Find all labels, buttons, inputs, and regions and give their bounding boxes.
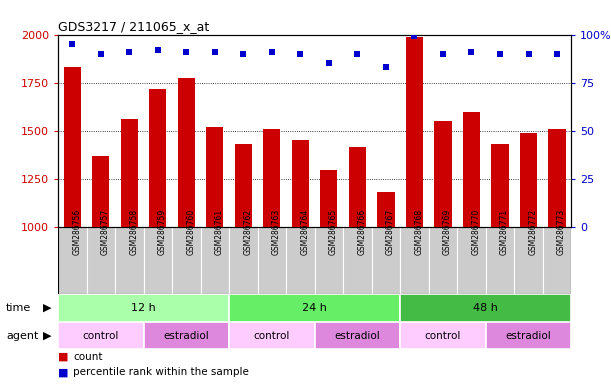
Text: GSM286763: GSM286763 [272,209,281,255]
Text: GSM286764: GSM286764 [301,209,309,255]
Text: control: control [82,331,119,341]
Bar [320,170,337,227]
Text: GSM286766: GSM286766 [357,209,367,255]
Text: GDS3217 / 211065_x_at: GDS3217 / 211065_x_at [58,20,210,33]
Bar [92,156,109,227]
Text: GSM286756: GSM286756 [72,209,81,255]
Text: percentile rank within the sample: percentile rank within the sample [73,367,249,377]
Text: GSM286771: GSM286771 [500,209,509,255]
Bar [406,38,423,227]
Bar [315,322,400,349]
Bar [115,227,144,294]
Text: 24 h: 24 h [302,303,327,313]
Text: agent: agent [6,331,38,341]
Bar [457,227,486,294]
Text: time: time [6,303,31,313]
Bar [486,227,514,294]
Point [381,64,391,70]
Bar [371,227,400,294]
Bar [229,294,400,322]
Text: 12 h: 12 h [131,303,156,313]
Bar [229,227,258,294]
Point [324,60,334,66]
Bar [349,147,366,227]
Point [296,51,306,57]
Bar [149,89,166,227]
Bar [315,227,343,294]
Bar [378,192,395,227]
Point [238,51,248,57]
Text: GSM286770: GSM286770 [472,209,480,255]
Bar [178,78,195,227]
Text: GSM286765: GSM286765 [329,209,338,255]
Bar [58,322,144,349]
Point [67,41,77,47]
Bar [543,227,571,294]
Bar [144,227,172,294]
Text: control: control [254,331,290,341]
Bar [491,144,508,227]
Point [495,51,505,57]
Text: ■: ■ [58,352,68,362]
Bar [207,127,224,227]
Point [96,51,106,57]
Text: GSM286769: GSM286769 [443,209,452,255]
Text: GSM286772: GSM286772 [529,209,538,255]
Point [467,49,477,55]
Bar [292,141,309,227]
Point [267,49,277,55]
Point [353,51,362,57]
Point [153,47,163,53]
Bar [87,227,115,294]
Text: ■: ■ [58,367,68,377]
Text: GSM286768: GSM286768 [414,209,423,255]
Point [552,51,562,57]
Bar [343,227,371,294]
Point [210,49,220,55]
Point [438,51,448,57]
Text: GSM286767: GSM286767 [386,209,395,255]
Text: estradiol: estradiol [164,331,209,341]
Bar [486,322,571,349]
Text: GSM286759: GSM286759 [158,209,167,255]
Bar [286,227,315,294]
Bar [400,294,571,322]
Bar [64,67,81,227]
Bar [400,322,486,349]
Bar [58,227,87,294]
Text: estradiol: estradiol [335,331,380,341]
Bar [514,227,543,294]
Text: ▶: ▶ [43,331,51,341]
Point [125,49,134,55]
Text: GSM286757: GSM286757 [101,209,110,255]
Bar [229,322,315,349]
Point [181,49,191,55]
Bar [200,227,229,294]
Bar [144,322,229,349]
Text: count: count [73,352,103,362]
Point [409,33,419,40]
Bar [400,227,429,294]
Text: GSM286758: GSM286758 [130,209,138,255]
Text: GSM286762: GSM286762 [243,209,252,255]
Text: ▶: ▶ [43,303,51,313]
Bar [549,129,566,227]
Point [524,51,533,57]
Text: GSM286760: GSM286760 [186,209,196,255]
Bar [58,294,229,322]
Text: estradiol: estradiol [506,331,551,341]
Bar [429,227,457,294]
Text: control: control [425,331,461,341]
Bar [434,121,452,227]
Text: GSM286761: GSM286761 [215,209,224,255]
Bar [263,129,280,227]
Bar [235,144,252,227]
Bar [463,113,480,227]
Bar [258,227,286,294]
Bar [172,227,200,294]
Text: GSM286773: GSM286773 [557,209,566,255]
Bar [520,133,537,227]
Text: 48 h: 48 h [474,303,498,313]
Bar [121,119,138,227]
